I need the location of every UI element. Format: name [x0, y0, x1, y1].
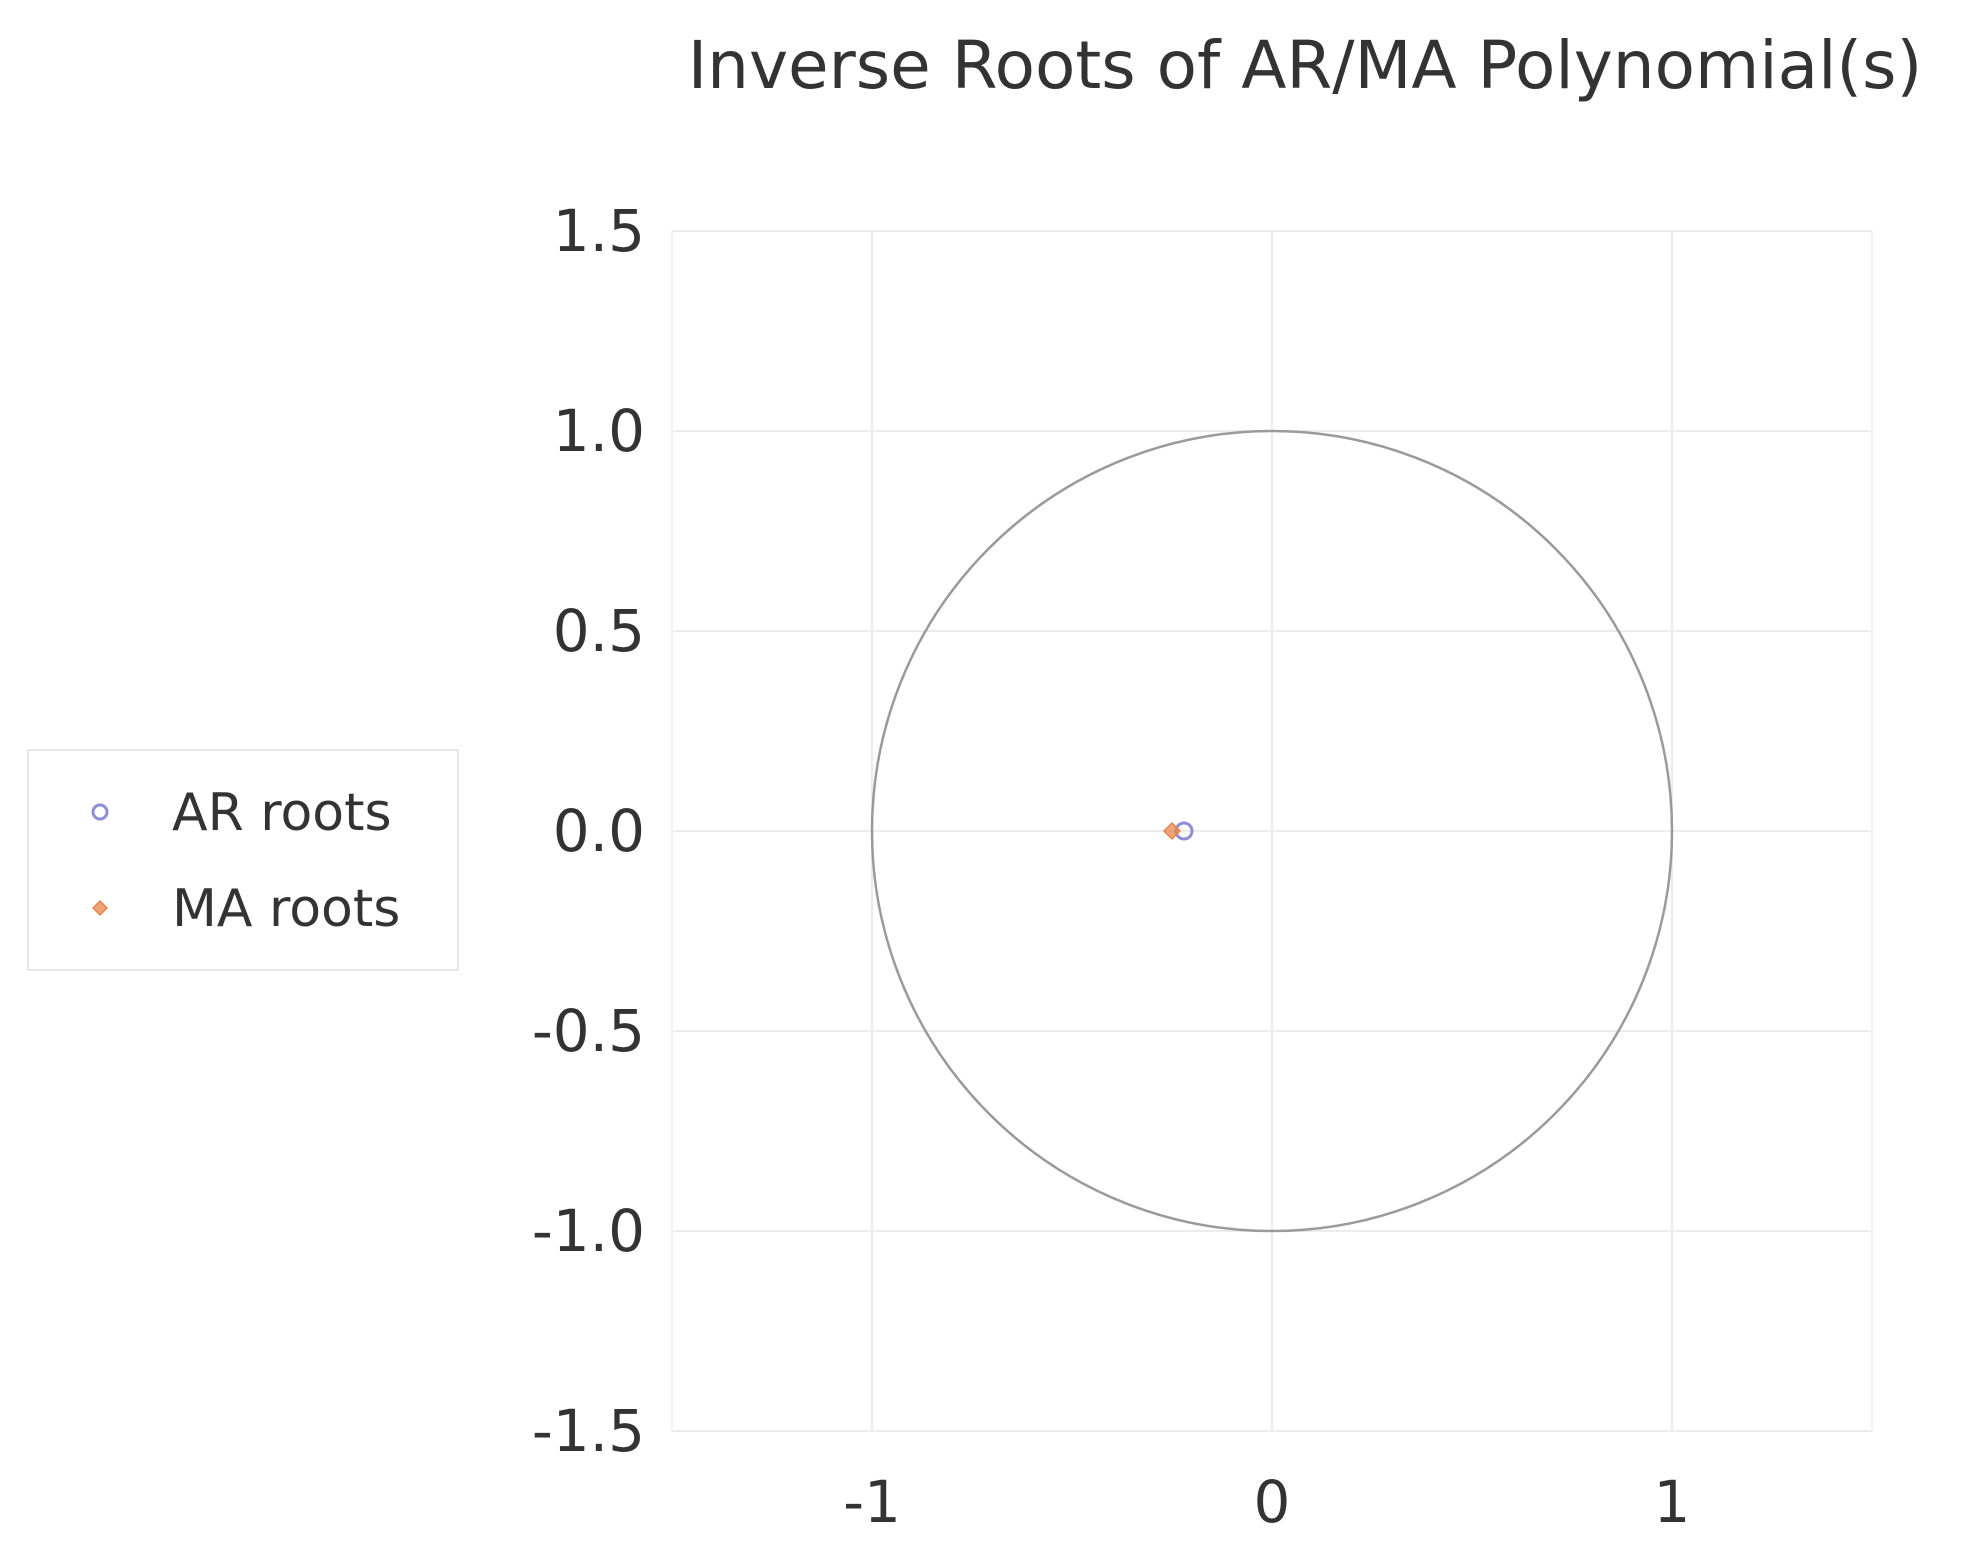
legend-ar-marker	[91, 803, 109, 821]
y-tick-label: -0.5	[532, 997, 645, 1065]
x-tick-label: 1	[1654, 1468, 1691, 1536]
x-tick-label: -1	[843, 1468, 901, 1536]
chart-title: Inverse Roots of AR/MA Polynomial(s)	[688, 27, 1923, 104]
y-tick-label: 0.0	[553, 797, 645, 865]
legend-label: AR roots	[172, 783, 392, 843]
y-tick-label: 1.0	[553, 397, 645, 465]
y-tick-labels: 1.5 1.0 0.5 0.0 -0.5 -1.0 -1.5	[532, 197, 645, 1465]
y-tick-label: -1.5	[532, 1397, 645, 1465]
y-tick-label: -1.0	[532, 1197, 645, 1265]
legend: AR roots MA roots	[27, 749, 459, 971]
grid	[671, 230, 1873, 1432]
legend-label: MA roots	[172, 879, 400, 939]
x-tick-label: 0	[1254, 1468, 1291, 1536]
legend-box	[27, 749, 459, 971]
legend-ma-marker	[91, 899, 109, 917]
y-tick-label: 1.5	[553, 197, 645, 265]
data-points	[1162, 821, 1194, 841]
unit-circle	[870, 429, 1674, 1233]
y-tick-label: 0.5	[553, 597, 645, 665]
x-tick-labels: -1 0 1	[843, 1468, 1690, 1536]
ma-root-point	[1162, 821, 1182, 841]
